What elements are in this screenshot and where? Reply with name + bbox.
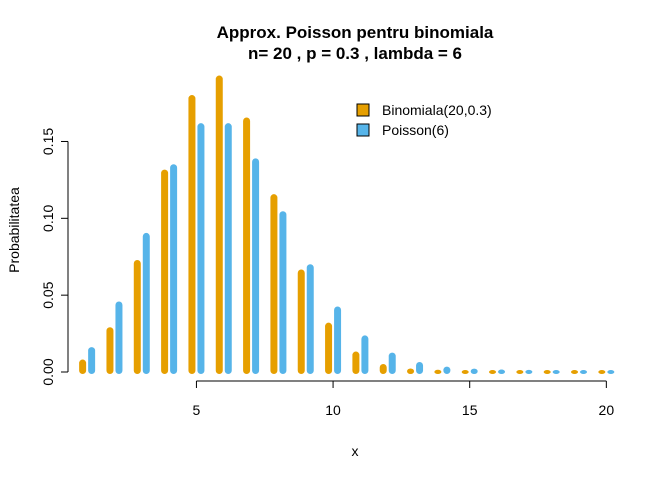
chart-title: Approx. Poisson pentru binomiala bbox=[217, 23, 494, 42]
bar-binomiala-8 bbox=[270, 194, 278, 374]
bar-poisson-7 bbox=[252, 158, 260, 374]
bar-binomiala-18 bbox=[543, 370, 551, 374]
bar-binomiala-1 bbox=[79, 359, 87, 374]
bar-poisson-4 bbox=[170, 164, 178, 374]
bar-poisson-20 bbox=[607, 370, 615, 374]
bar-poisson-17 bbox=[525, 369, 533, 374]
bar-poisson-13 bbox=[416, 362, 424, 374]
x-tick-label: 10 bbox=[325, 402, 341, 418]
bar-binomiala-15 bbox=[461, 370, 469, 374]
y-tick-label: 0.10 bbox=[40, 204, 56, 231]
bar-poisson-8 bbox=[279, 211, 287, 374]
bar-poisson-5 bbox=[197, 123, 205, 374]
x-axis-label: x bbox=[352, 443, 359, 459]
legend: Binomiala(20,0.3) Poisson(6) bbox=[356, 102, 492, 138]
legend-label-binomiala: Binomiala(20,0.3) bbox=[382, 102, 492, 118]
y-tick-label: 0.15 bbox=[40, 128, 56, 155]
chart-subtitle: n= 20 , p = 0.3 , lambda = 6 bbox=[248, 44, 462, 63]
bar-binomiala-11 bbox=[352, 351, 360, 374]
x-axis: 5 10 15 20 bbox=[193, 380, 615, 418]
y-axis: 0.00 0.05 0.10 0.15 bbox=[40, 128, 69, 386]
bar-poisson-16 bbox=[498, 369, 506, 374]
bar-poisson-14 bbox=[443, 366, 451, 374]
bar-binomiala-19 bbox=[571, 370, 579, 374]
x-tick-label: 5 bbox=[193, 402, 201, 418]
bar-binomiala-3 bbox=[133, 259, 141, 374]
bar-poisson-19 bbox=[580, 370, 588, 374]
bar-poisson-18 bbox=[552, 370, 560, 374]
bar-binomiala-20 bbox=[598, 370, 606, 374]
x-tick-label: 20 bbox=[599, 402, 615, 418]
y-axis-label: Probabilitatea bbox=[6, 187, 22, 273]
bar-binomiala-10 bbox=[325, 322, 333, 374]
bar-poisson-2 bbox=[115, 301, 123, 374]
x-tick-label: 15 bbox=[462, 402, 478, 418]
bar-binomiala-13 bbox=[407, 368, 415, 374]
bar-binomiala-14 bbox=[434, 369, 442, 374]
bar-binomiala-5 bbox=[188, 95, 196, 374]
bar-binomiala-7 bbox=[243, 117, 251, 375]
y-tick-label: 0.05 bbox=[40, 281, 56, 308]
bar-binomiala-9 bbox=[297, 269, 305, 374]
legend-swatch-binomiala bbox=[356, 103, 370, 117]
bar-poisson-1 bbox=[88, 347, 96, 374]
bars-layer bbox=[79, 75, 615, 375]
legend-swatch-poisson bbox=[356, 123, 370, 137]
bar-binomiala-17 bbox=[516, 370, 524, 374]
bar-poisson-3 bbox=[142, 232, 150, 374]
bar-poisson-15 bbox=[470, 368, 478, 374]
legend-label-poisson: Poisson(6) bbox=[382, 122, 449, 138]
bar-poisson-9 bbox=[306, 264, 314, 374]
bar-poisson-6 bbox=[224, 123, 232, 374]
bar-binomiala-16 bbox=[489, 370, 497, 374]
bar-binomiala-4 bbox=[161, 169, 169, 374]
bar-poisson-12 bbox=[388, 352, 396, 374]
bar-poisson-11 bbox=[361, 335, 369, 374]
y-tick-label: 0.00 bbox=[40, 358, 56, 385]
bar-binomiala-2 bbox=[106, 327, 114, 374]
bar-poisson-10 bbox=[334, 306, 342, 374]
bar-binomiala-6 bbox=[215, 75, 223, 375]
bar-binomiala-12 bbox=[379, 364, 387, 374]
